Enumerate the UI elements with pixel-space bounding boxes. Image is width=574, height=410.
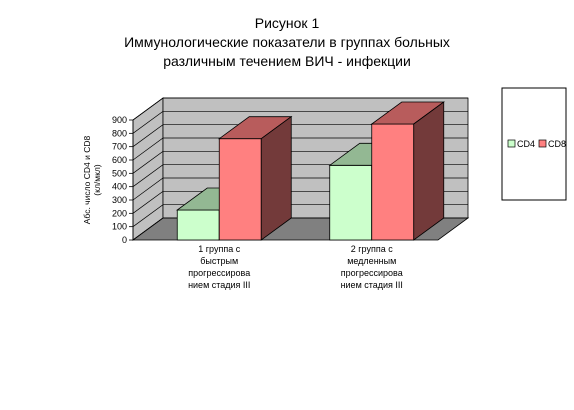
y-tick-label: 800	[112, 128, 127, 138]
y-tick-label: 100	[112, 222, 127, 232]
category-label-1: 1 группа с	[198, 244, 240, 254]
y-tick-label: 200	[112, 208, 127, 218]
chart-title-line-2: Иммунологические показатели в группах бо…	[124, 34, 450, 50]
bars	[176, 101, 445, 241]
category-label-1: нием стадия III	[188, 280, 250, 290]
category-label-1: быстрым	[200, 256, 238, 266]
category-label-2: 2 группа с	[351, 244, 393, 254]
y-tick-label: 500	[112, 168, 127, 178]
chart-title-line-3: различным течением ВИЧ - инфекции	[163, 53, 411, 69]
y-axis-ticks: 0 100 200 300 400 500 600 700 800 900	[112, 115, 134, 245]
bar-cd4-cat1	[176, 209, 220, 241]
bar-side-cd8-cat1	[260, 115, 292, 241]
category-label-1: прогрессирова	[188, 268, 250, 278]
y-tick-label: 900	[112, 115, 127, 125]
legend-swatch-cd4	[507, 139, 516, 148]
gridline	[132, 110, 468, 134]
chart-title-line-1: Рисунок 1	[255, 15, 320, 31]
legend-label-cd4: CD4	[517, 139, 535, 149]
x-axis-categories: 1 группа с быстрым прогрессирова нием стади…	[188, 244, 403, 290]
y-tick-label: 0	[122, 235, 127, 245]
y-axis-label-line-1: Абс. число CD4 и CD8	[82, 135, 92, 224]
y-axis-label-line-2: (кл/мкл)	[92, 164, 102, 196]
bar-cd8-cat2	[371, 123, 415, 241]
gridline	[132, 97, 468, 121]
category-label-2: медленным	[347, 256, 396, 266]
legend-label-cd8: CD8	[548, 139, 566, 149]
y-tick-label: 700	[112, 142, 127, 152]
category-label-2: прогрессирова	[341, 268, 403, 278]
y-tick-label: 400	[112, 182, 127, 192]
y-tick-label: 300	[112, 195, 127, 205]
side-wall	[132, 97, 164, 241]
bar-side-cd8-cat2	[413, 101, 445, 241]
category-label-2: нием стадия III	[341, 280, 403, 290]
bar-cd8-cat1	[218, 138, 262, 241]
gridline	[132, 137, 468, 161]
y-tick-label: 600	[112, 155, 127, 165]
legend: CD4 CD8	[501, 87, 567, 201]
bar-cd4-cat2	[329, 164, 373, 241]
gridline	[132, 124, 468, 147]
legend-swatch-cd8	[538, 139, 547, 148]
